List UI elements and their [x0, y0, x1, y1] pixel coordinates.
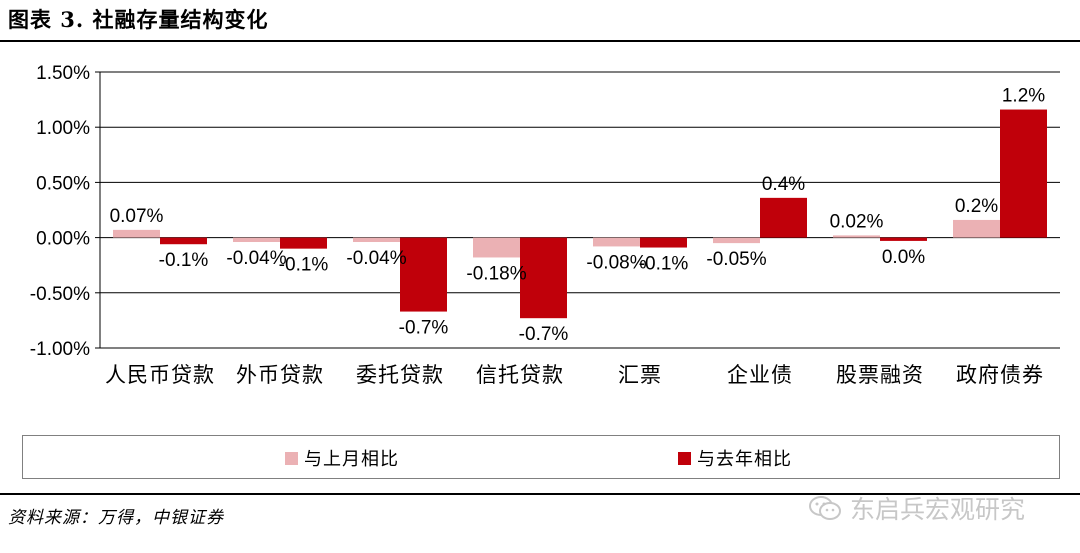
x-axis-ticks: 人民币贷款 外币贷款 委托贷款 信托贷款 汇票 企业债 股票融资 政府债券 — [105, 363, 1044, 387]
bar-prev-year — [760, 197, 807, 238]
bar-prev-month — [833, 235, 880, 238]
data-labels: 0.07% -0.04% -0.04% -0.18% -0.08% -0.05% 0.02%… — [110, 86, 1046, 346]
bar-prev-year — [640, 237, 687, 248]
legend-item-prev-year: 与去年相比 — [678, 448, 792, 470]
legend-swatch-prev-year — [678, 451, 691, 465]
y-tick-label: 0.50% — [36, 173, 90, 194]
gridlines — [100, 71, 1060, 349]
bar-prev-month — [113, 229, 160, 238]
bar-prev-year — [400, 237, 447, 312]
figure-title: 图表 3. 社融存量结构变化 — [8, 7, 269, 32]
data-label: 0.02% — [830, 211, 884, 232]
x-tick-label: 信托贷款 — [476, 363, 564, 387]
source-note: 资料来源：万得，中银证券 — [8, 508, 224, 528]
data-label: -0.18% — [466, 263, 526, 284]
title-rule — [0, 40, 1080, 42]
bar-prev-month — [593, 237, 640, 247]
bar-prev-month — [473, 237, 520, 258]
y-tick-label: -1.00% — [30, 339, 90, 360]
y-tick-label: -0.50% — [30, 284, 90, 305]
legend: 与上月相比 与去年相比 — [22, 435, 1060, 479]
data-label: 0.2% — [955, 196, 998, 217]
legend-label-prev-month: 与上月相比 — [304, 449, 399, 470]
x-tick-label: 人民币贷款 — [105, 363, 215, 387]
bar-prev-year — [280, 237, 327, 249]
data-label: -0.05% — [706, 249, 766, 270]
bar-prev-year — [160, 237, 207, 245]
bar-prev-month — [953, 219, 1000, 238]
bottom-rule — [0, 493, 1080, 495]
x-tick-label: 政府债券 — [956, 363, 1044, 387]
x-tick-label: 委托贷款 — [356, 363, 444, 387]
y-tick-label: 1.50% — [36, 63, 90, 84]
bar-prev-month — [353, 237, 400, 243]
bar-chart: 1.50% 1.00% 0.50% 0.00% -0.50% -1.00% 0.07% -0… — [30, 63, 1060, 387]
data-label: 0.0% — [882, 247, 925, 268]
y-axis-ticks: 1.50% 1.00% 0.50% 0.00% -0.50% -1.00% — [30, 63, 100, 360]
data-label: 0.4% — [762, 174, 805, 195]
y-tick-label: 1.00% — [36, 118, 90, 139]
wechat-icon — [809, 496, 841, 520]
x-tick-label: 企业债 — [727, 363, 793, 387]
watermark-text: 东启兵宏观研究 — [850, 495, 1026, 524]
bar-prev-year — [1000, 109, 1047, 238]
data-label: -0.08% — [586, 252, 646, 273]
bar-prev-month — [233, 237, 280, 243]
data-label: -0.1% — [639, 254, 689, 275]
y-tick-label: 0.00% — [36, 229, 90, 250]
bar-prev-year — [520, 237, 567, 319]
x-tick-label: 外币贷款 — [236, 363, 324, 387]
legend-swatch-prev-month — [285, 451, 298, 465]
data-label: -0.04% — [226, 248, 286, 269]
data-label: -0.1% — [279, 255, 329, 276]
bar-prev-year — [880, 237, 927, 241]
x-tick-label: 股票融资 — [836, 363, 924, 387]
bars — [113, 109, 1047, 319]
watermark: 东启兵宏观研究 — [808, 490, 1025, 526]
bar-prev-month — [713, 237, 760, 244]
data-label: -0.7% — [519, 324, 569, 345]
data-label: -0.1% — [159, 250, 209, 271]
data-label: -0.7% — [399, 318, 449, 339]
x-tick-label: 汇票 — [618, 363, 662, 387]
data-label: -0.04% — [346, 248, 406, 269]
data-label: 0.07% — [110, 206, 164, 227]
data-label: 1.2% — [1002, 86, 1045, 107]
legend-item-prev-month: 与上月相比 — [285, 448, 399, 470]
legend-label-prev-year: 与去年相比 — [697, 449, 792, 470]
